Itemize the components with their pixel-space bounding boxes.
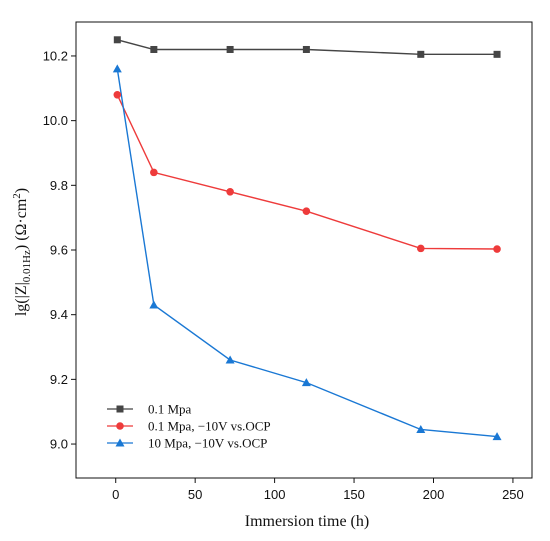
legend-entry: 0.1 Mpa	[107, 402, 192, 417]
data-point-0	[113, 36, 121, 44]
legend: 0.1 Mpa 0.1 Mpa, −10V vs.OCP 10 Mpa, −10…	[107, 402, 271, 451]
axis-ticks: 0 50 100 150 200 250 9.0 9.2 9.4 9.6 9.8 10.0 10.2	[43, 48, 524, 502]
data-point-1	[113, 90, 122, 99]
y-tick-label: 10.0	[43, 113, 68, 128]
data-point-0	[226, 45, 234, 53]
legend-label-2: 10 Mpa, −10V vs.OCP	[148, 436, 267, 451]
y-tick-label: 9.6	[50, 243, 68, 258]
series-line-0	[117, 39, 497, 55]
x-tick-label: 100	[264, 487, 286, 502]
x-tick-label: 200	[423, 487, 445, 502]
data-point-2	[112, 64, 122, 73]
data-point-2	[301, 378, 311, 387]
legend-entry: 10 Mpa, −10V vs.OCP	[107, 436, 267, 451]
y-tick-label: 9.4	[50, 307, 68, 322]
data-point-1	[493, 245, 501, 253]
legend-marker-0	[116, 405, 124, 413]
x-tick-label: 50	[188, 487, 202, 502]
legend-marker-1	[116, 422, 124, 430]
data-point-2	[225, 355, 235, 364]
legend-marker-2	[115, 438, 125, 447]
y-axis-title: lg(|Z|0.01Hz) (Ω·cm2)	[11, 188, 33, 316]
series-line-1	[116, 94, 498, 250]
data-point-1	[302, 207, 311, 215]
data-point-2	[492, 432, 502, 441]
y-axis-title-suffix: )	[13, 188, 30, 193]
y-tick-label: 9.8	[50, 178, 68, 193]
series-line-2	[116, 68, 498, 438]
data-point-1	[150, 168, 158, 177]
data-point-2	[416, 424, 426, 433]
series-markers	[112, 36, 502, 441]
series-lines	[116, 39, 498, 438]
y-tick-label: 9.2	[50, 372, 68, 387]
legend-label-1: 0.1 Mpa, −10V vs.OCP	[148, 419, 271, 434]
y-axis-title-prefix: lg(|Z|	[13, 282, 30, 316]
data-point-1	[416, 244, 425, 253]
x-axis-title: Immersion time (h)	[245, 513, 369, 530]
y-tick-label: 9.0	[50, 437, 68, 452]
data-point-0	[150, 45, 158, 53]
data-point-0	[493, 50, 501, 58]
x-tick-label: 250	[502, 487, 524, 502]
y-tick-label: 10.2	[43, 48, 68, 63]
data-point-2	[149, 300, 159, 309]
data-point-0	[302, 45, 310, 53]
y-axis-title-superscript: 2	[11, 193, 23, 199]
y-axis-title-middle: ) (Ω·cm	[13, 198, 30, 250]
legend-label-0: 0.1 Mpa	[148, 402, 192, 417]
data-point-1	[226, 187, 234, 196]
x-tick-label: 150	[343, 487, 365, 502]
plot-frame	[75, 21, 533, 479]
legend-entry: 0.1 Mpa, −10V vs.OCP	[107, 419, 271, 434]
y-axis-title-subscript: 0.01Hz	[21, 250, 33, 282]
data-point-0	[417, 50, 425, 58]
x-tick-label: 0	[112, 487, 119, 502]
